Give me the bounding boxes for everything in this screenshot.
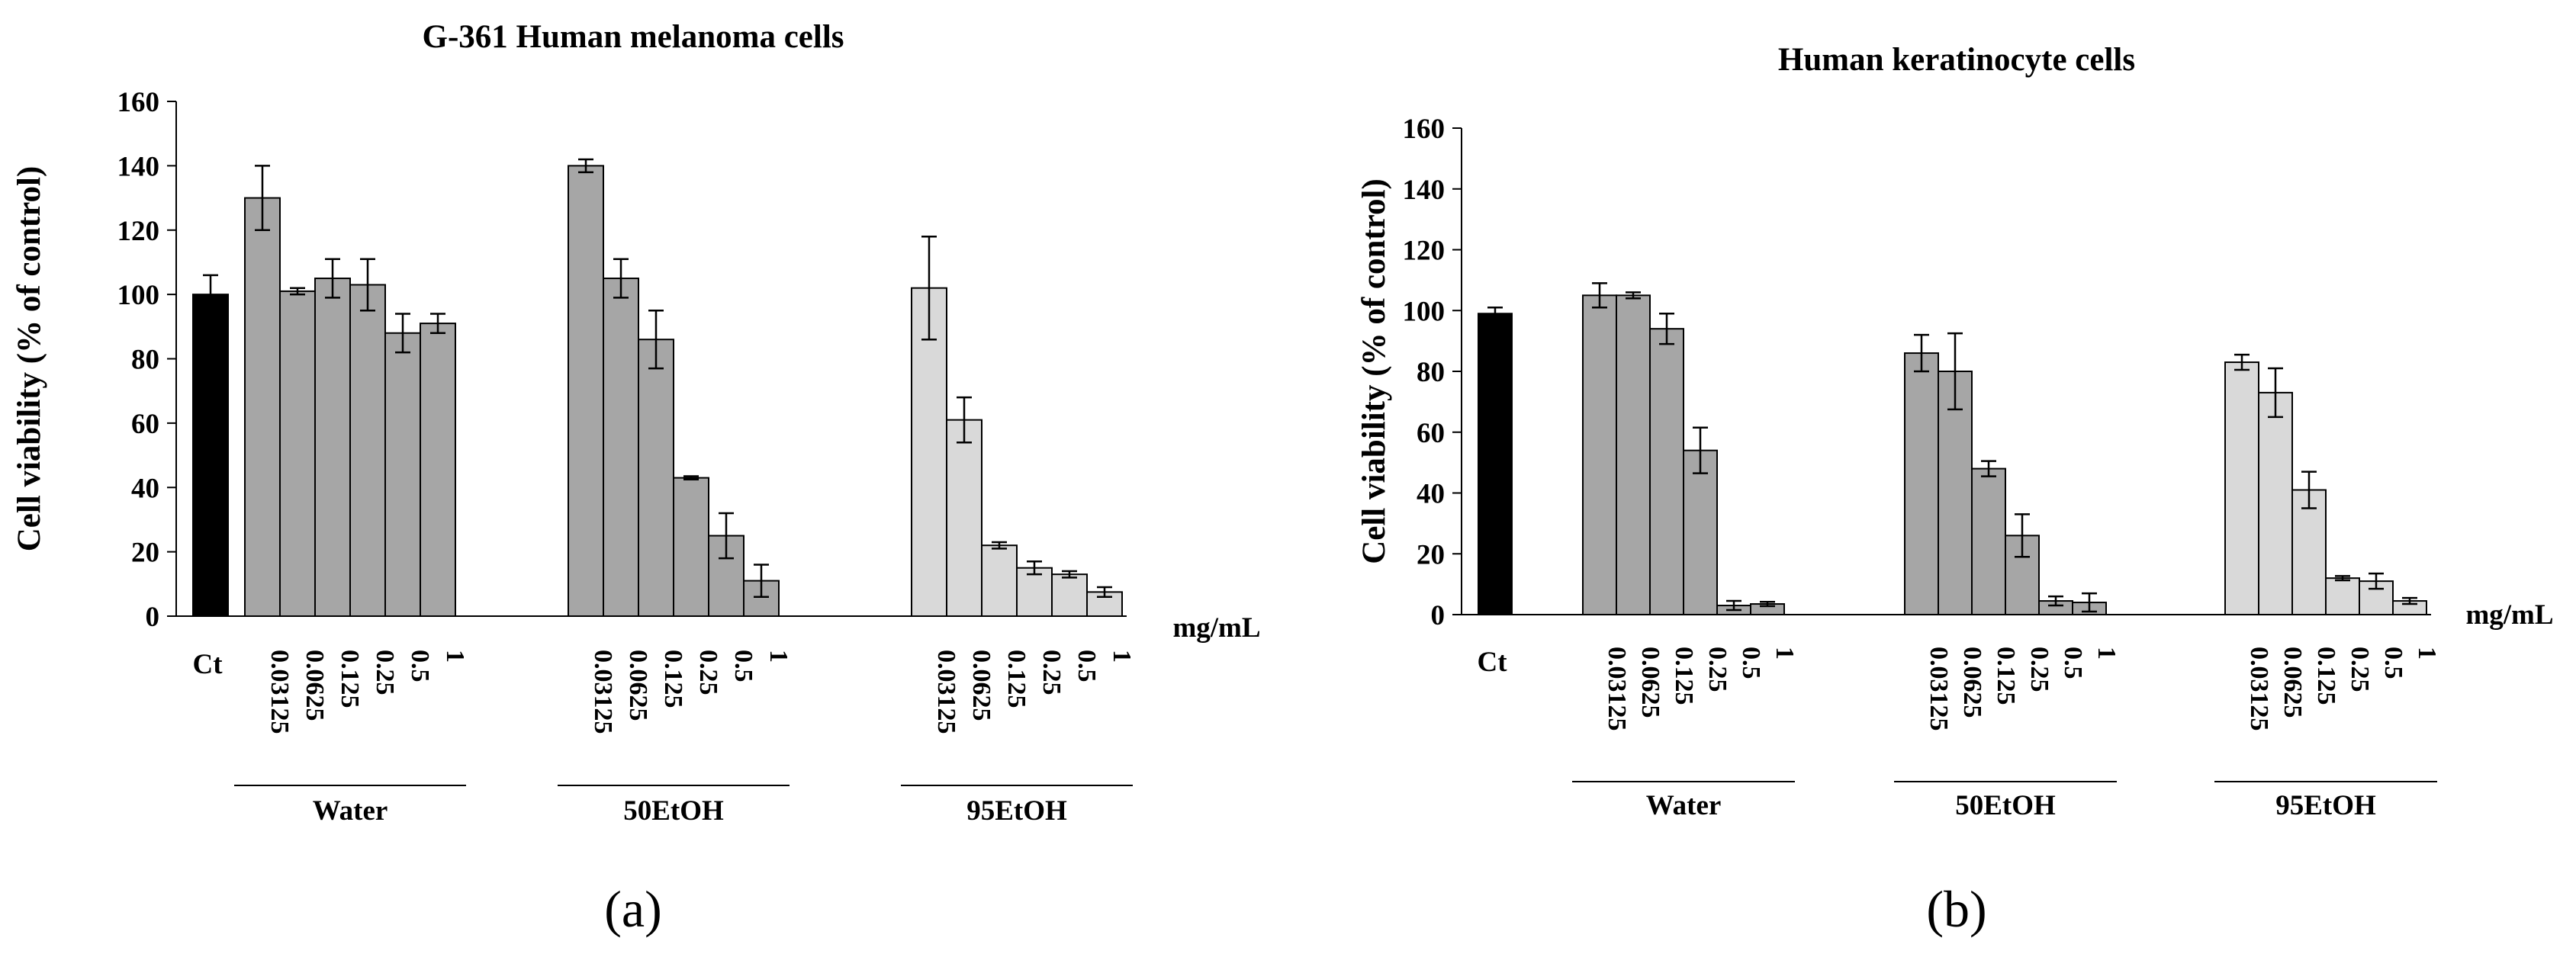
bar-water-3 [349, 284, 386, 617]
x-tick-label-concentration: 0.03125 [1603, 647, 1631, 731]
bar-95etoh-4 [1051, 573, 1088, 617]
x-tick-label-concentration: 0.0625 [1958, 647, 1986, 718]
y-tick-label: 100 [117, 280, 160, 311]
x-tick-label-concentration: 0.25 [2346, 647, 2374, 692]
group-label-95etoh: 95EtOH [966, 795, 1067, 827]
x-tick-label-concentration: 1 [1770, 647, 1799, 660]
bar-control [1478, 313, 1513, 615]
x-tick-label-concentration: 0.25 [1703, 647, 1732, 692]
bar-water-1 [279, 290, 316, 617]
x-tick-label-concentration: 0.0625 [967, 650, 995, 721]
y-tick-label: 140 [117, 151, 160, 182]
x-tick-label-concentration: 0.5 [2379, 647, 2407, 679]
group-label-water: Water [1646, 790, 1722, 821]
x-tick-label-concentration: 0.5 [729, 650, 757, 682]
x-tick-label-concentration: 0.25 [694, 650, 722, 695]
bar-water-2 [1649, 328, 1684, 615]
x-tick-label-concentration: 0.0625 [301, 650, 329, 721]
x-tick-label-concentration: 0.03125 [2245, 647, 2273, 731]
x-tick-label-concentration: 0.25 [2025, 647, 2053, 692]
x-tick-label-concentration: 0.5 [406, 650, 434, 682]
bar-95etoh-1 [2258, 391, 2293, 615]
bar-water-4 [384, 332, 421, 617]
y-tick-label: 140 [1403, 175, 1446, 206]
y-tick-label: 20 [131, 538, 159, 569]
x-tick-label-control: Ct [1477, 647, 1507, 678]
y-axis-label: Cell viability (% of control) [11, 166, 47, 552]
x-tick-label-concentration: 1 [1108, 650, 1136, 663]
y-tick-label: 40 [1417, 479, 1445, 510]
x-tick-label-concentration: 0.5 [1073, 650, 1101, 682]
group-label-water: Water [313, 795, 388, 827]
bar-50etoh-0 [568, 165, 604, 617]
bar-water-5 [420, 323, 456, 617]
bar-water-0 [244, 197, 281, 617]
group-label-50etoh: 50EtOH [1955, 790, 2056, 821]
x-tick-label-concentration: 0.125 [2312, 647, 2340, 705]
y-tick-label: 120 [117, 216, 160, 247]
panel-label: (b) [1926, 880, 1986, 938]
x-tick-label-control: Ct [192, 649, 223, 680]
panel-label: (a) [604, 880, 661, 938]
group-label-95etoh: 95EtOH [2275, 790, 2376, 821]
bar-control [192, 294, 229, 617]
x-tick-label-concentration: 0.03125 [265, 650, 294, 734]
y-tick-label: 100 [1403, 296, 1446, 327]
x-tick-label-concentration: 1 [2092, 647, 2121, 660]
y-tick-label: 0 [1431, 600, 1446, 631]
x-tick-label-concentration: 0.125 [1002, 650, 1031, 708]
unit-label: mg/mL [2465, 599, 2553, 631]
bar-50etoh-2 [638, 339, 674, 617]
x-tick-label-concentration: 0.0625 [2279, 647, 2307, 718]
bar-95etoh-3 [2325, 577, 2360, 616]
x-tick-label-concentration: 0.0625 [624, 650, 652, 721]
bar-95etoh-2 [981, 544, 1018, 617]
x-tick-label-concentration: 0.03125 [1925, 647, 1953, 731]
y-tick-label: 60 [131, 409, 159, 440]
x-tick-label-concentration: 0.125 [1992, 647, 2020, 705]
bar-50etoh-1 [603, 278, 639, 617]
y-tick-label: 0 [146, 602, 160, 633]
x-tick-label-concentration: 0.25 [1037, 650, 1066, 695]
chart-title: G-361 Human melanoma cells [423, 19, 844, 55]
y-tick-label: 60 [1417, 418, 1445, 449]
x-tick-label-concentration: 0.03125 [932, 650, 960, 734]
bar-water-3 [1683, 449, 1718, 615]
bar-water-1 [1616, 294, 1651, 615]
x-tick-label-concentration: 0.03125 [589, 650, 617, 734]
x-tick-label-concentration: 0.25 [371, 650, 399, 695]
x-tick-label-concentration: 1 [764, 650, 793, 663]
x-tick-label-concentration: 0.0625 [1636, 647, 1664, 718]
bar-50etoh-0 [1904, 352, 1939, 615]
y-tick-label: 160 [1403, 114, 1446, 145]
x-tick-label-concentration: 0.5 [2059, 647, 2087, 679]
bar-95etoh-0 [2224, 361, 2259, 615]
x-tick-label-concentration: 0.125 [1670, 647, 1698, 705]
x-tick-label-concentration: 0.5 [1737, 647, 1765, 679]
group-label-50etoh: 50EtOH [623, 795, 724, 827]
y-tick-label: 80 [131, 345, 159, 376]
y-tick-label: 40 [131, 473, 159, 504]
x-tick-label-concentration: 1 [441, 650, 469, 663]
bar-50etoh-1 [1938, 371, 1973, 615]
x-tick-label-concentration: 1 [2413, 647, 2441, 660]
bar-50etoh-2 [1971, 467, 2006, 615]
y-tick-label: 80 [1417, 357, 1445, 388]
y-tick-label: 160 [117, 87, 160, 118]
bar-95etoh-1 [946, 419, 982, 617]
y-tick-label: 20 [1417, 539, 1445, 570]
x-tick-label-concentration: 0.125 [336, 650, 364, 708]
y-tick-label: 120 [1403, 236, 1446, 267]
chart-panel-a: G-361 Human melanoma cells Cell viability… [11, 19, 1261, 938]
unit-label: mg/mL [1172, 612, 1260, 644]
chart-title: Human keratinocyte cells [1778, 42, 2135, 78]
x-tick-label-concentration: 0.125 [659, 650, 687, 708]
bar-water-0 [1582, 294, 1617, 615]
bar-water-2 [314, 278, 351, 617]
bar-50etoh-3 [673, 477, 709, 617]
y-axis-label: Cell viability (% of control) [1356, 178, 1392, 564]
chart-panel-b: Human keratinocyte cells Cell viability (… [1356, 42, 2554, 938]
